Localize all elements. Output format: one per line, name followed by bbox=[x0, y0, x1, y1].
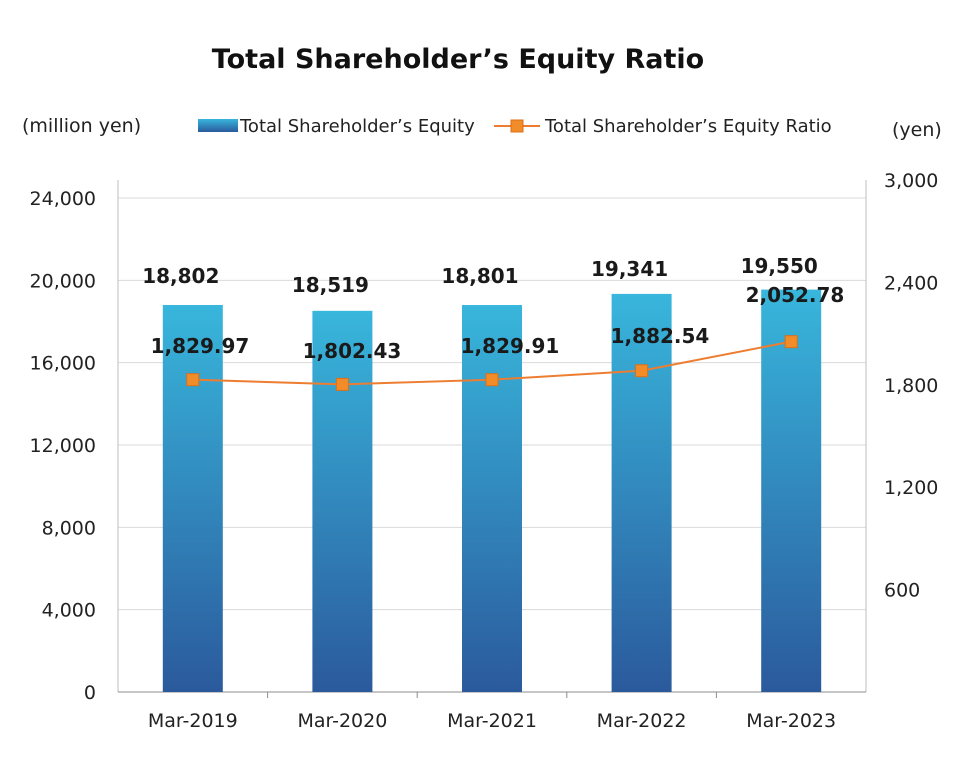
category-label: Mar-2019 bbox=[148, 710, 238, 732]
bar bbox=[761, 289, 822, 692]
legend-marker-swatch bbox=[510, 119, 524, 133]
left-tick-label: 8,000 bbox=[42, 517, 96, 539]
bar-data-label: 19,341 bbox=[591, 257, 668, 281]
bar-data-label: 19,550 bbox=[741, 254, 818, 278]
legend: Total Shareholder’s Equity Total Shareho… bbox=[198, 116, 832, 137]
left-tick-label: 0 bbox=[84, 682, 96, 704]
bar-data-label: 18,801 bbox=[441, 264, 518, 288]
bar bbox=[611, 293, 672, 692]
axes: 0 4,000 8,000 12,000 16,000 20,000 24,000 600 1,… bbox=[30, 170, 939, 732]
line-data-label: 2,052.78 bbox=[746, 283, 845, 307]
left-tick-label: 24,000 bbox=[30, 188, 96, 210]
line-marker bbox=[335, 377, 349, 391]
category-label: Mar-2020 bbox=[297, 710, 387, 732]
left-tick-label: 16,000 bbox=[30, 353, 96, 375]
line-data-label: 1,802.43 bbox=[303, 339, 402, 363]
right-tick-label: 2,400 bbox=[884, 272, 938, 294]
bar-series bbox=[162, 289, 822, 692]
line-data-label: 1,829.91 bbox=[461, 334, 560, 358]
line-series bbox=[186, 335, 798, 391]
right-tick-label: 1,800 bbox=[884, 375, 938, 397]
bar-data-label: 18,802 bbox=[142, 264, 219, 288]
chart-title: Total Shareholder’s Equity Ratio bbox=[212, 44, 704, 75]
right-tick-label: 3,000 bbox=[884, 170, 938, 192]
right-tick-label: 1,200 bbox=[884, 477, 938, 499]
category-label: Mar-2021 bbox=[447, 710, 537, 732]
line-data-label: 1,829.97 bbox=[151, 334, 250, 358]
line-marker bbox=[784, 335, 798, 349]
line-marker bbox=[485, 373, 499, 387]
category-label: Mar-2022 bbox=[597, 710, 687, 732]
left-axis-unit: (million yen) bbox=[22, 115, 141, 137]
bar-data-label: 18,519 bbox=[292, 273, 369, 297]
line-marker bbox=[635, 364, 649, 378]
left-tick-label: 4,000 bbox=[42, 600, 96, 622]
right-tick-label: 600 bbox=[884, 580, 920, 602]
bar bbox=[312, 310, 373, 692]
category-label: Mar-2023 bbox=[746, 710, 836, 732]
left-tick-label: 20,000 bbox=[30, 270, 96, 292]
data-labels: 18,802 18,519 18,801 19,341 19,550 1,829.97 1,… bbox=[142, 254, 844, 363]
left-tick-label: 12,000 bbox=[30, 435, 96, 457]
bar bbox=[462, 305, 522, 692]
line-marker bbox=[186, 373, 200, 387]
right-axis-unit: (yen) bbox=[892, 119, 942, 141]
bar bbox=[162, 304, 223, 692]
line-data-label: 1,882.54 bbox=[611, 324, 710, 348]
legend-line-label: Total Shareholder’s Equity Ratio bbox=[544, 116, 832, 137]
legend-bar-swatch bbox=[198, 119, 238, 132]
legend-bar-label: Total Shareholder’s Equity bbox=[239, 116, 475, 137]
